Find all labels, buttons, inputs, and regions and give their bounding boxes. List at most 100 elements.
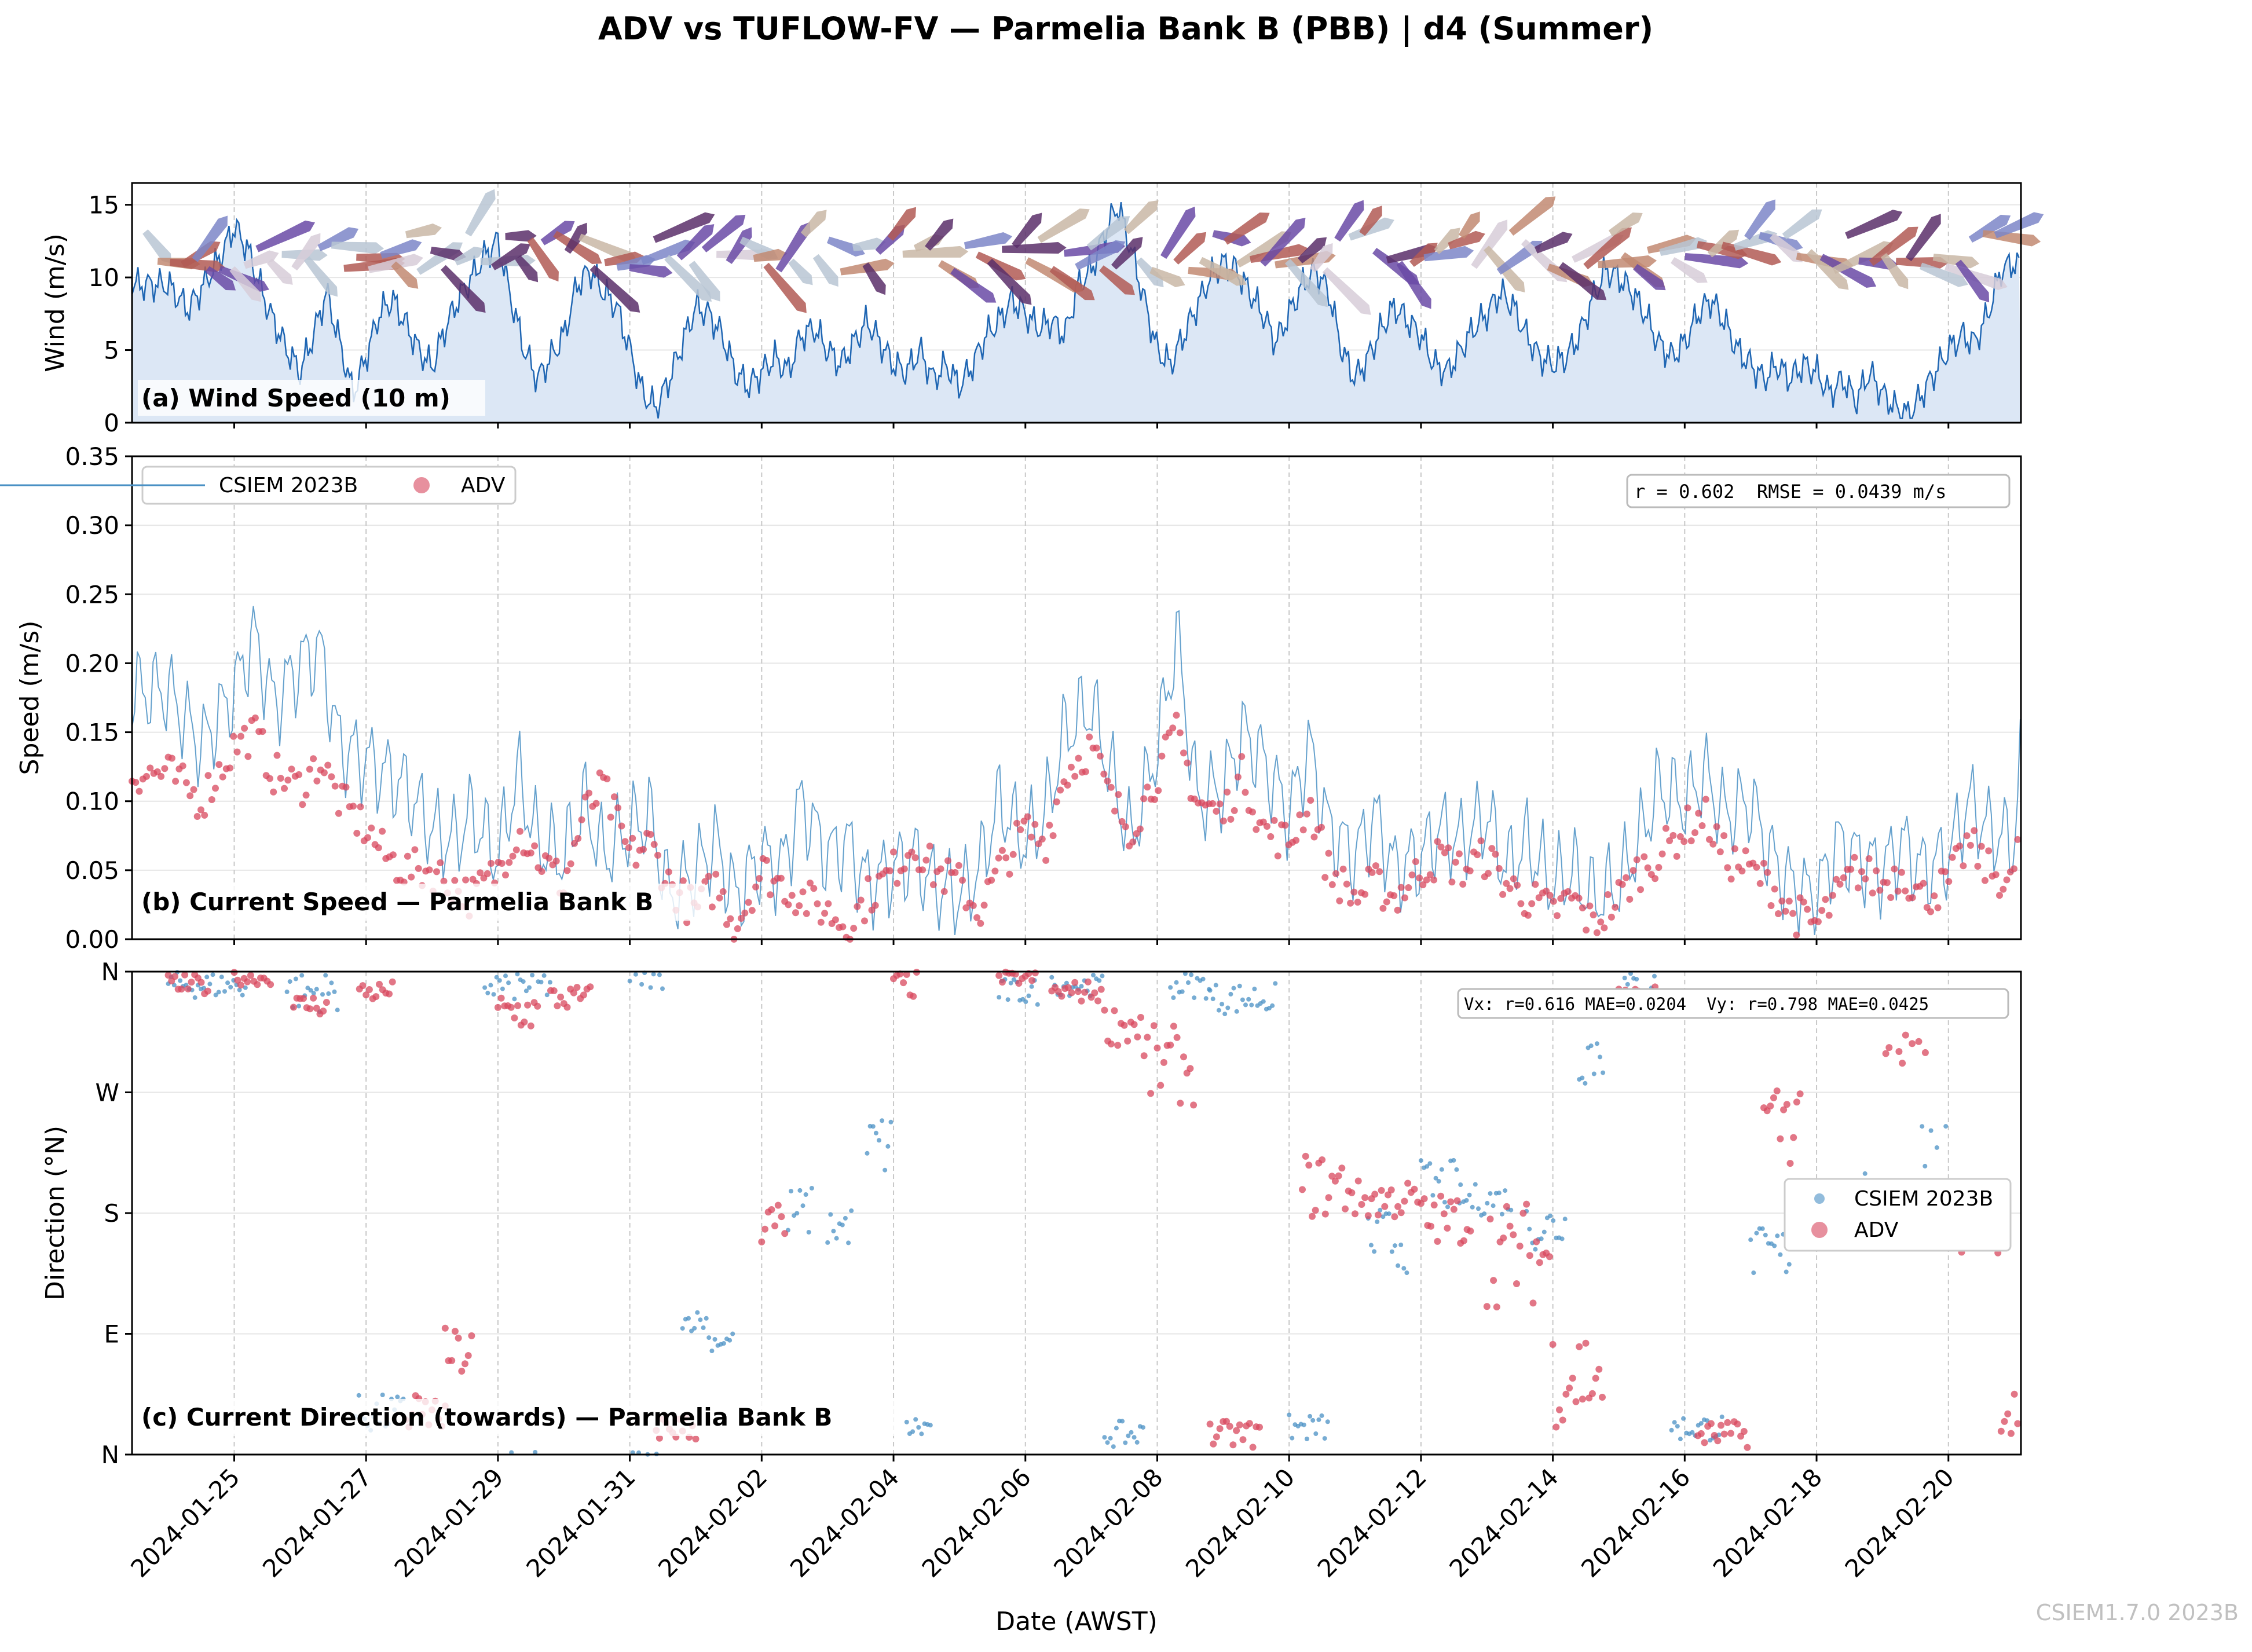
adv-direction-point [1588,1390,1596,1397]
model-direction-point [1622,976,1627,980]
adv-speed-point [411,846,419,854]
wind-arrow-shape [826,236,866,257]
model-direction-point [1392,1243,1397,1248]
adv-direction-point [2007,1430,2015,1437]
wind-arrow [640,239,695,265]
x-tick-label: 2024-02-04 [785,1463,905,1583]
adv-speed-point [527,849,534,857]
adv-speed-point [1281,822,1289,829]
x-tick-label: 2024-02-12 [1312,1463,1432,1583]
adv-speed-point [1299,826,1307,834]
model-direction-point [539,980,544,984]
wind-arrow [303,256,338,297]
adv-direction-point [1569,1375,1576,1382]
model-direction-point [727,1338,733,1343]
adv-speed-point [1557,895,1565,902]
adv-speed-point [563,867,571,874]
model-direction-point [1102,1435,1107,1440]
adv-speed-point [1637,886,1644,893]
adv-speed-point [1894,888,1902,895]
wind-arrow [1173,232,1207,265]
adv-direction-point [1190,1101,1198,1109]
wind-arrow [142,229,172,264]
model-direction-point [1249,1002,1254,1008]
adv-direction-point [1150,1022,1158,1030]
wind-arrow-shape [775,222,811,273]
model-direction-point [515,972,520,977]
model-direction-point [1470,1204,1475,1210]
wind-arrow-shape [331,241,385,254]
adv-speed-point [1485,870,1492,877]
adv-speed-point [168,754,175,762]
wind-arrow-shape [1409,243,1438,267]
model-direction-point [287,979,292,984]
wind-arrow [653,212,715,243]
model-direction-point [1464,1198,1469,1203]
adv-speed-point [951,869,959,876]
model-direction-point [1499,1211,1504,1217]
model-direction-point [712,1337,717,1342]
model-direction-point [506,980,511,986]
model-direction-point [1786,1262,1792,1267]
wind-arrow-shape [515,255,539,283]
adv-speed-point [1209,800,1217,807]
adv-speed-point [1597,918,1605,926]
adv-speed-point [1093,744,1100,752]
adv-speed-point [1920,880,1927,887]
adv-speed-point [1046,822,1053,829]
adv-direction-point [1239,1436,1247,1444]
model-direction-point [1023,999,1028,1004]
wind-arrow-shape [1819,254,1877,288]
model-direction-point [1049,975,1054,980]
model-direction-point [870,1124,876,1129]
model-direction-point [284,989,290,994]
adv-speed-point [1445,844,1452,852]
model-direction-point [648,985,653,990]
adv-speed-point [310,755,317,763]
adv-speed-point [1379,904,1387,912]
adv-speed-point [208,796,215,803]
model-direction-point [1476,1206,1481,1211]
adv-speed-point [940,888,948,895]
model-direction-point [1551,1218,1556,1223]
wind-arrow [317,227,359,251]
wind-arrow [1309,243,1333,273]
adv-speed-point [1354,899,1361,906]
adv-speed-point [810,885,818,892]
wind-arrow [1633,263,1666,291]
wind-arrow [701,214,746,252]
model-direction-point [1372,1249,1377,1254]
model-direction-point [1079,984,1084,989]
b-ytick-label: 0.10 [65,787,119,816]
adv-direction-point [534,1002,541,1010]
adv-direction-point [455,1334,462,1342]
model-direction-point [1114,1426,1119,1431]
adv-speed-point [1100,770,1108,778]
model-direction-point [1675,1424,1680,1429]
adv-direction-point [1404,1180,1412,1187]
adv-speed-point [1173,712,1180,719]
model-direction-point [1134,1439,1140,1445]
adv-speed-point [1836,881,1844,888]
adv-direction-point [1325,1194,1332,1202]
adv-speed-point [585,789,592,797]
adv-direction-point [1154,1044,1161,1052]
adv-speed-point [1724,864,1731,871]
adv-direction-point [1780,1106,1788,1113]
model-direction-point [1436,1179,1441,1184]
adv-direction-point [1582,1339,1590,1347]
adv-speed-point [284,776,292,784]
model-direction-point [356,1393,361,1398]
wind-arrow [1955,259,1990,303]
wind-arrow [1659,237,1708,257]
adv-speed-point [995,854,1002,862]
wind-arrow-shape [1012,213,1042,248]
panel-c-stats-box: Vx: r=0.616 MAE=0.0204 Vy: r=0.798 MAE=0… [1457,988,2009,1019]
adv-speed-point [629,834,636,842]
wind-arrow-shape [1955,259,1990,303]
adv-direction-point [1734,1420,1741,1428]
adv-direction-point [1364,1212,1372,1219]
adv-speed-point [1267,833,1275,840]
adv-speed-point [1771,885,1778,893]
adv-speed-point [1524,911,1532,919]
